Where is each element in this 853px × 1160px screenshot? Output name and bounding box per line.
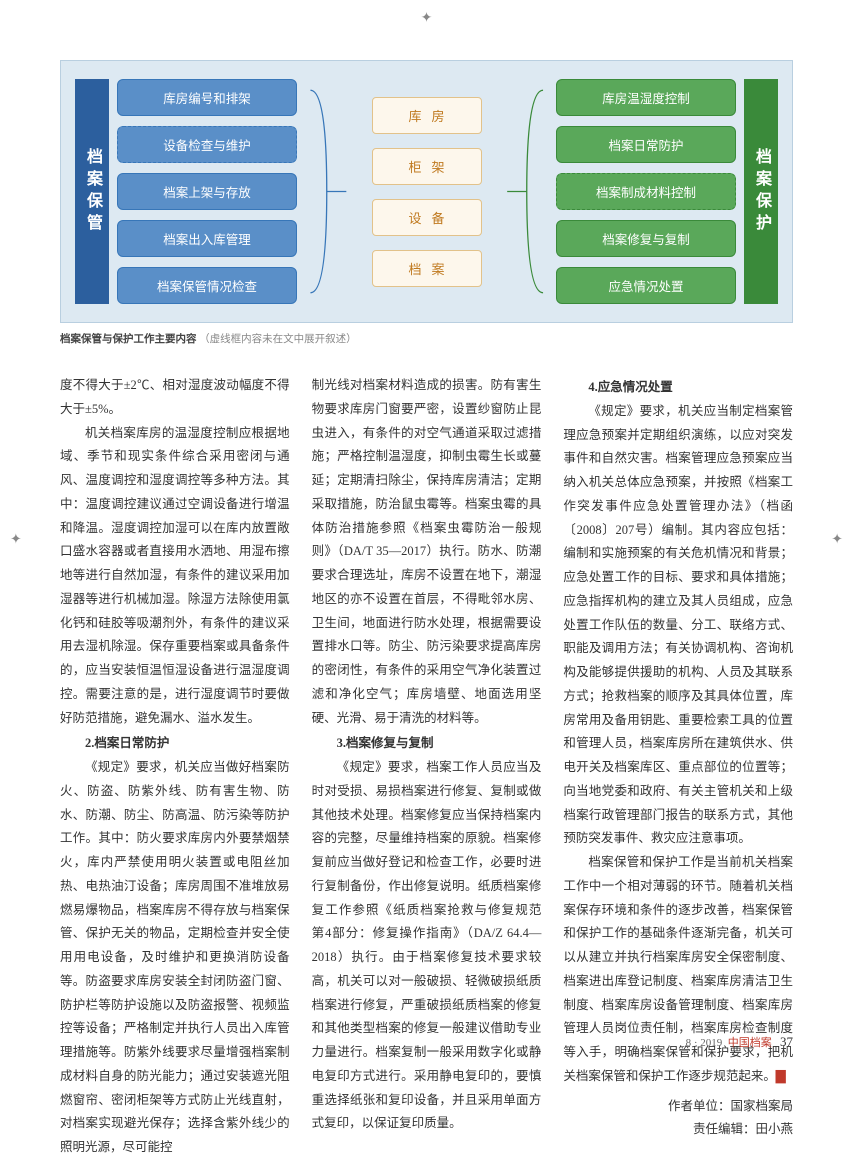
center-box-0: 库房: [372, 97, 482, 134]
right-box-0: 库房温湿度控制: [556, 79, 736, 116]
center-box-2: 设备: [372, 199, 482, 236]
c1-h1: 2.档案日常防护: [60, 732, 290, 756]
author-label: 作者单位：: [668, 1099, 731, 1113]
c2-p1: 制光线对档案材料造成的损害。防有害生物要求库房门窗要严密，设置纱窗防止昆虫进入，…: [312, 374, 542, 730]
diagram-right-label: 档案保护: [744, 79, 778, 304]
c1-p2: 机关档案库房的温湿度控制应根据地域、季节和现实条件综合采用密闭与通风、温度调控和…: [60, 422, 290, 731]
right-box-2: 档案制成材料控制: [556, 173, 736, 210]
center-box-3: 档案: [372, 250, 482, 287]
left-box-4: 档案保管情况检查: [117, 267, 297, 304]
c3-h1: 4.应急情况处置: [563, 376, 793, 400]
diagram-center-column: 库房 柜架 设备 档案: [357, 79, 497, 304]
right-box-4: 应急情况处置: [556, 267, 736, 304]
c2-h1: 3.档案修复与复制: [312, 732, 542, 756]
register-mark-left: ✦: [10, 532, 22, 549]
footer-page: 37: [780, 1034, 793, 1049]
diagram-right-column: 库房温湿度控制 档案日常防护 档案制成材料控制 档案修复与复制 应急情况处置: [556, 79, 736, 304]
c3-p1: 《规定》要求，机关应当制定档案管理应急预案并定期组织演练，以应对突发事件和自然灾…: [563, 400, 793, 851]
bracket-right-svg: [505, 79, 549, 304]
c1-p3: 《规定》要求，机关应当做好档案防火、防盗、防紫外线、防有害生物、防水、防潮、防尘…: [60, 756, 290, 1160]
author-line: 作者单位：国家档案局: [563, 1095, 793, 1119]
c3-p2: 档案保管和保护工作是当前机关档案工作中一个相对薄弱的环节。随着机关档案保存环境和…: [563, 851, 793, 1089]
left-box-1: 设备检查与维护: [117, 126, 297, 163]
footer-issue: 8: [686, 1037, 692, 1049]
left-box-0: 库房编号和排架: [117, 79, 297, 116]
right-box-3: 档案修复与复制: [556, 220, 736, 257]
connector-left: [305, 79, 349, 304]
left-box-2: 档案上架与存放: [117, 173, 297, 210]
column-1: 度不得大于±2℃、相对湿度波动幅度不得大于±5%。 机关档案库房的温湿度控制应根…: [60, 374, 290, 1160]
connector-right: [505, 79, 549, 304]
caption-note: （虚线框内容未在文中展开叙述）: [199, 334, 357, 345]
bracket-left-svg: [305, 79, 349, 304]
end-mark-icon: ▇: [776, 1069, 786, 1083]
diagram-caption: 档案保管与保护工作主要内容 （虚线框内容未在文中展开叙述）: [60, 331, 793, 346]
left-box-3: 档案出入库管理: [117, 220, 297, 257]
center-box-1: 柜架: [372, 148, 482, 185]
diagram-left-column: 库房编号和排架 设备检查与维护 档案上架与存放 档案出入库管理 档案保管情况检查: [117, 79, 297, 304]
column-2: 制光线对档案材料造成的损害。防有害生物要求库房门窗要严密，设置纱窗防止昆虫进入，…: [312, 374, 542, 1160]
article-body: 度不得大于±2℃、相对湿度波动幅度不得大于±5%。 机关档案库房的温湿度控制应根…: [60, 374, 793, 1160]
right-box-1: 档案日常防护: [556, 126, 736, 163]
footer-magazine: 中国档案: [728, 1037, 772, 1049]
workflow-diagram: 档案保管 库房编号和排架 设备检查与维护 档案上架与存放 档案出入库管理 档案保…: [60, 60, 793, 323]
footer-year: 2019: [700, 1037, 722, 1049]
c2-p2: 《规定》要求，档案工作人员应当及时对受损、易损档案进行修复、复制或做其他技术处理…: [312, 756, 542, 1136]
editor-label: 责任编辑：: [693, 1122, 756, 1136]
register-mark-top: ✦: [421, 10, 433, 27]
caption-main: 档案保管与保护工作主要内容: [60, 334, 197, 345]
author-name: 国家档案局: [731, 1099, 794, 1113]
c1-p1: 度不得大于±2℃、相对湿度波动幅度不得大于±5%。: [60, 374, 290, 422]
editor-line: 责任编辑：田小燕: [563, 1118, 793, 1142]
diagram-left-label: 档案保管: [75, 79, 109, 304]
page-footer: 8 · 2019 中国档案 37: [686, 1034, 793, 1050]
editor-name: 田小燕: [756, 1122, 794, 1136]
register-mark-right: ✦: [831, 532, 843, 549]
